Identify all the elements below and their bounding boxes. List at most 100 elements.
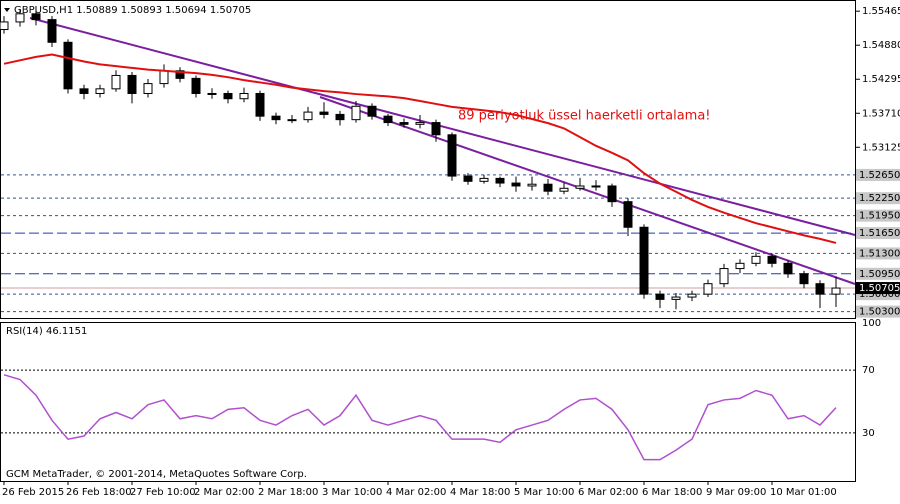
trend-line — [29, 17, 856, 236]
y-tick-label: 1.53125 — [862, 142, 900, 153]
level-label: 1.50300 — [859, 307, 900, 318]
candle-body — [495, 177, 505, 184]
candle-body — [463, 175, 473, 182]
chart-title: GBPUSD,H1 1.50889 1.50893 1.50694 1.5070… — [14, 5, 251, 16]
x-tick-label: 5 Mar 10:00 — [514, 487, 574, 498]
y-tick-label: 1.54295 — [862, 74, 900, 85]
candle-body — [271, 115, 281, 121]
candle-body — [735, 262, 745, 270]
candle-body — [207, 92, 217, 95]
candle-body — [143, 83, 153, 94]
candle-body — [399, 122, 409, 125]
candle-body — [63, 41, 73, 90]
main-frame — [0, 0, 856, 319]
y-tick-label: 1.55465 — [862, 6, 900, 17]
candle-body — [127, 74, 137, 94]
x-tick-label: 6 Mar 02:00 — [578, 487, 638, 498]
candle-body — [287, 119, 297, 122]
candle-body — [527, 183, 537, 187]
rsi-tick-label: 100 — [862, 318, 881, 329]
level-label: 1.51650 — [859, 228, 900, 239]
candle-body — [303, 111, 313, 121]
x-tick-label: 9 Mar 09:00 — [706, 487, 766, 498]
footer: GCM MetaTrader, © 2001-2014, MetaQuotes … — [6, 469, 307, 480]
candle-body — [719, 268, 729, 285]
candle-body — [351, 105, 361, 121]
candle-body — [751, 255, 761, 264]
x-tick-label: 27 Feb 10:00 — [130, 487, 196, 498]
candle-body — [511, 182, 521, 187]
candle-body — [447, 134, 457, 177]
level-label: 1.50950 — [859, 269, 900, 280]
candle-body — [191, 77, 201, 94]
candle-body — [703, 283, 713, 295]
level-label: 1.51300 — [859, 248, 900, 259]
ema-line — [3, 53, 837, 244]
candle-body — [655, 293, 665, 300]
candle-body — [415, 122, 425, 125]
candle-body — [47, 19, 57, 43]
rsi-line — [3, 374, 837, 461]
candle-body — [831, 287, 841, 295]
candle-body — [255, 92, 265, 117]
candle-body — [319, 111, 329, 115]
price-box — [856, 282, 900, 295]
candle-body — [175, 70, 185, 79]
level-label: 1.52650 — [859, 170, 900, 181]
x-tick-label: 3 Mar 10:00 — [322, 487, 382, 498]
candle-body — [607, 185, 617, 203]
candle-body — [479, 177, 489, 182]
level-box — [856, 168, 900, 181]
rsi-tick-label: 70 — [862, 365, 875, 376]
candle-body — [431, 122, 441, 136]
x-tick-label: 4 Mar 02:00 — [386, 487, 446, 498]
candle-body — [95, 88, 105, 94]
rsi-frame — [0, 322, 856, 482]
rsi-title: RSI(14) 46.1151 — [6, 326, 87, 337]
candle-body — [639, 226, 649, 295]
candle-body — [111, 74, 121, 90]
y-tick-label: 1.54880 — [862, 40, 900, 51]
level-box — [856, 227, 900, 240]
level-label: 1.51950 — [859, 211, 900, 222]
candle-body — [239, 92, 249, 100]
candle-body — [335, 113, 345, 121]
level-label: 1.52250 — [859, 193, 900, 204]
level-label: 1.50600 — [859, 289, 900, 300]
candle-body — [367, 105, 377, 117]
current-price: 1.50705 — [859, 283, 900, 294]
level-box — [856, 192, 900, 205]
x-tick-label: 26 Feb 18:00 — [66, 487, 132, 498]
candle-body — [31, 13, 41, 21]
candle-body — [799, 273, 809, 285]
level-box — [856, 267, 900, 280]
level-box — [856, 209, 900, 222]
candle-body — [383, 115, 393, 124]
candle-body — [159, 70, 169, 85]
x-tick-label: 2 Mar 18:00 — [258, 487, 318, 498]
candle-body — [671, 296, 681, 300]
candle-body — [591, 185, 601, 188]
candle-body — [15, 13, 25, 23]
candle-body — [223, 92, 233, 100]
x-tick-label: 6 Mar 18:00 — [642, 487, 702, 498]
x-tick-label: 4 Mar 18:00 — [450, 487, 510, 498]
candle-body — [815, 283, 825, 295]
x-tick-label: 2 Mar 02:00 — [194, 487, 254, 498]
y-tick-label: 1.53710 — [862, 108, 900, 119]
candle-body — [0, 21, 9, 31]
level-box — [856, 247, 900, 260]
candle-body — [767, 255, 777, 264]
candle-body — [543, 183, 553, 192]
candle-body — [783, 262, 793, 275]
candle-body — [559, 187, 569, 192]
x-tick-label: 26 Feb 2015 — [2, 487, 64, 498]
level-box — [856, 305, 900, 318]
menu-arrow[interactable] — [4, 8, 10, 12]
candle-body — [575, 185, 585, 189]
trend-line — [319, 96, 856, 285]
rsi-tick-label: 30 — [862, 428, 875, 439]
candle-body — [79, 88, 89, 94]
annotation: 89 periyotluk üssel haerketli ortalama! — [458, 109, 711, 124]
